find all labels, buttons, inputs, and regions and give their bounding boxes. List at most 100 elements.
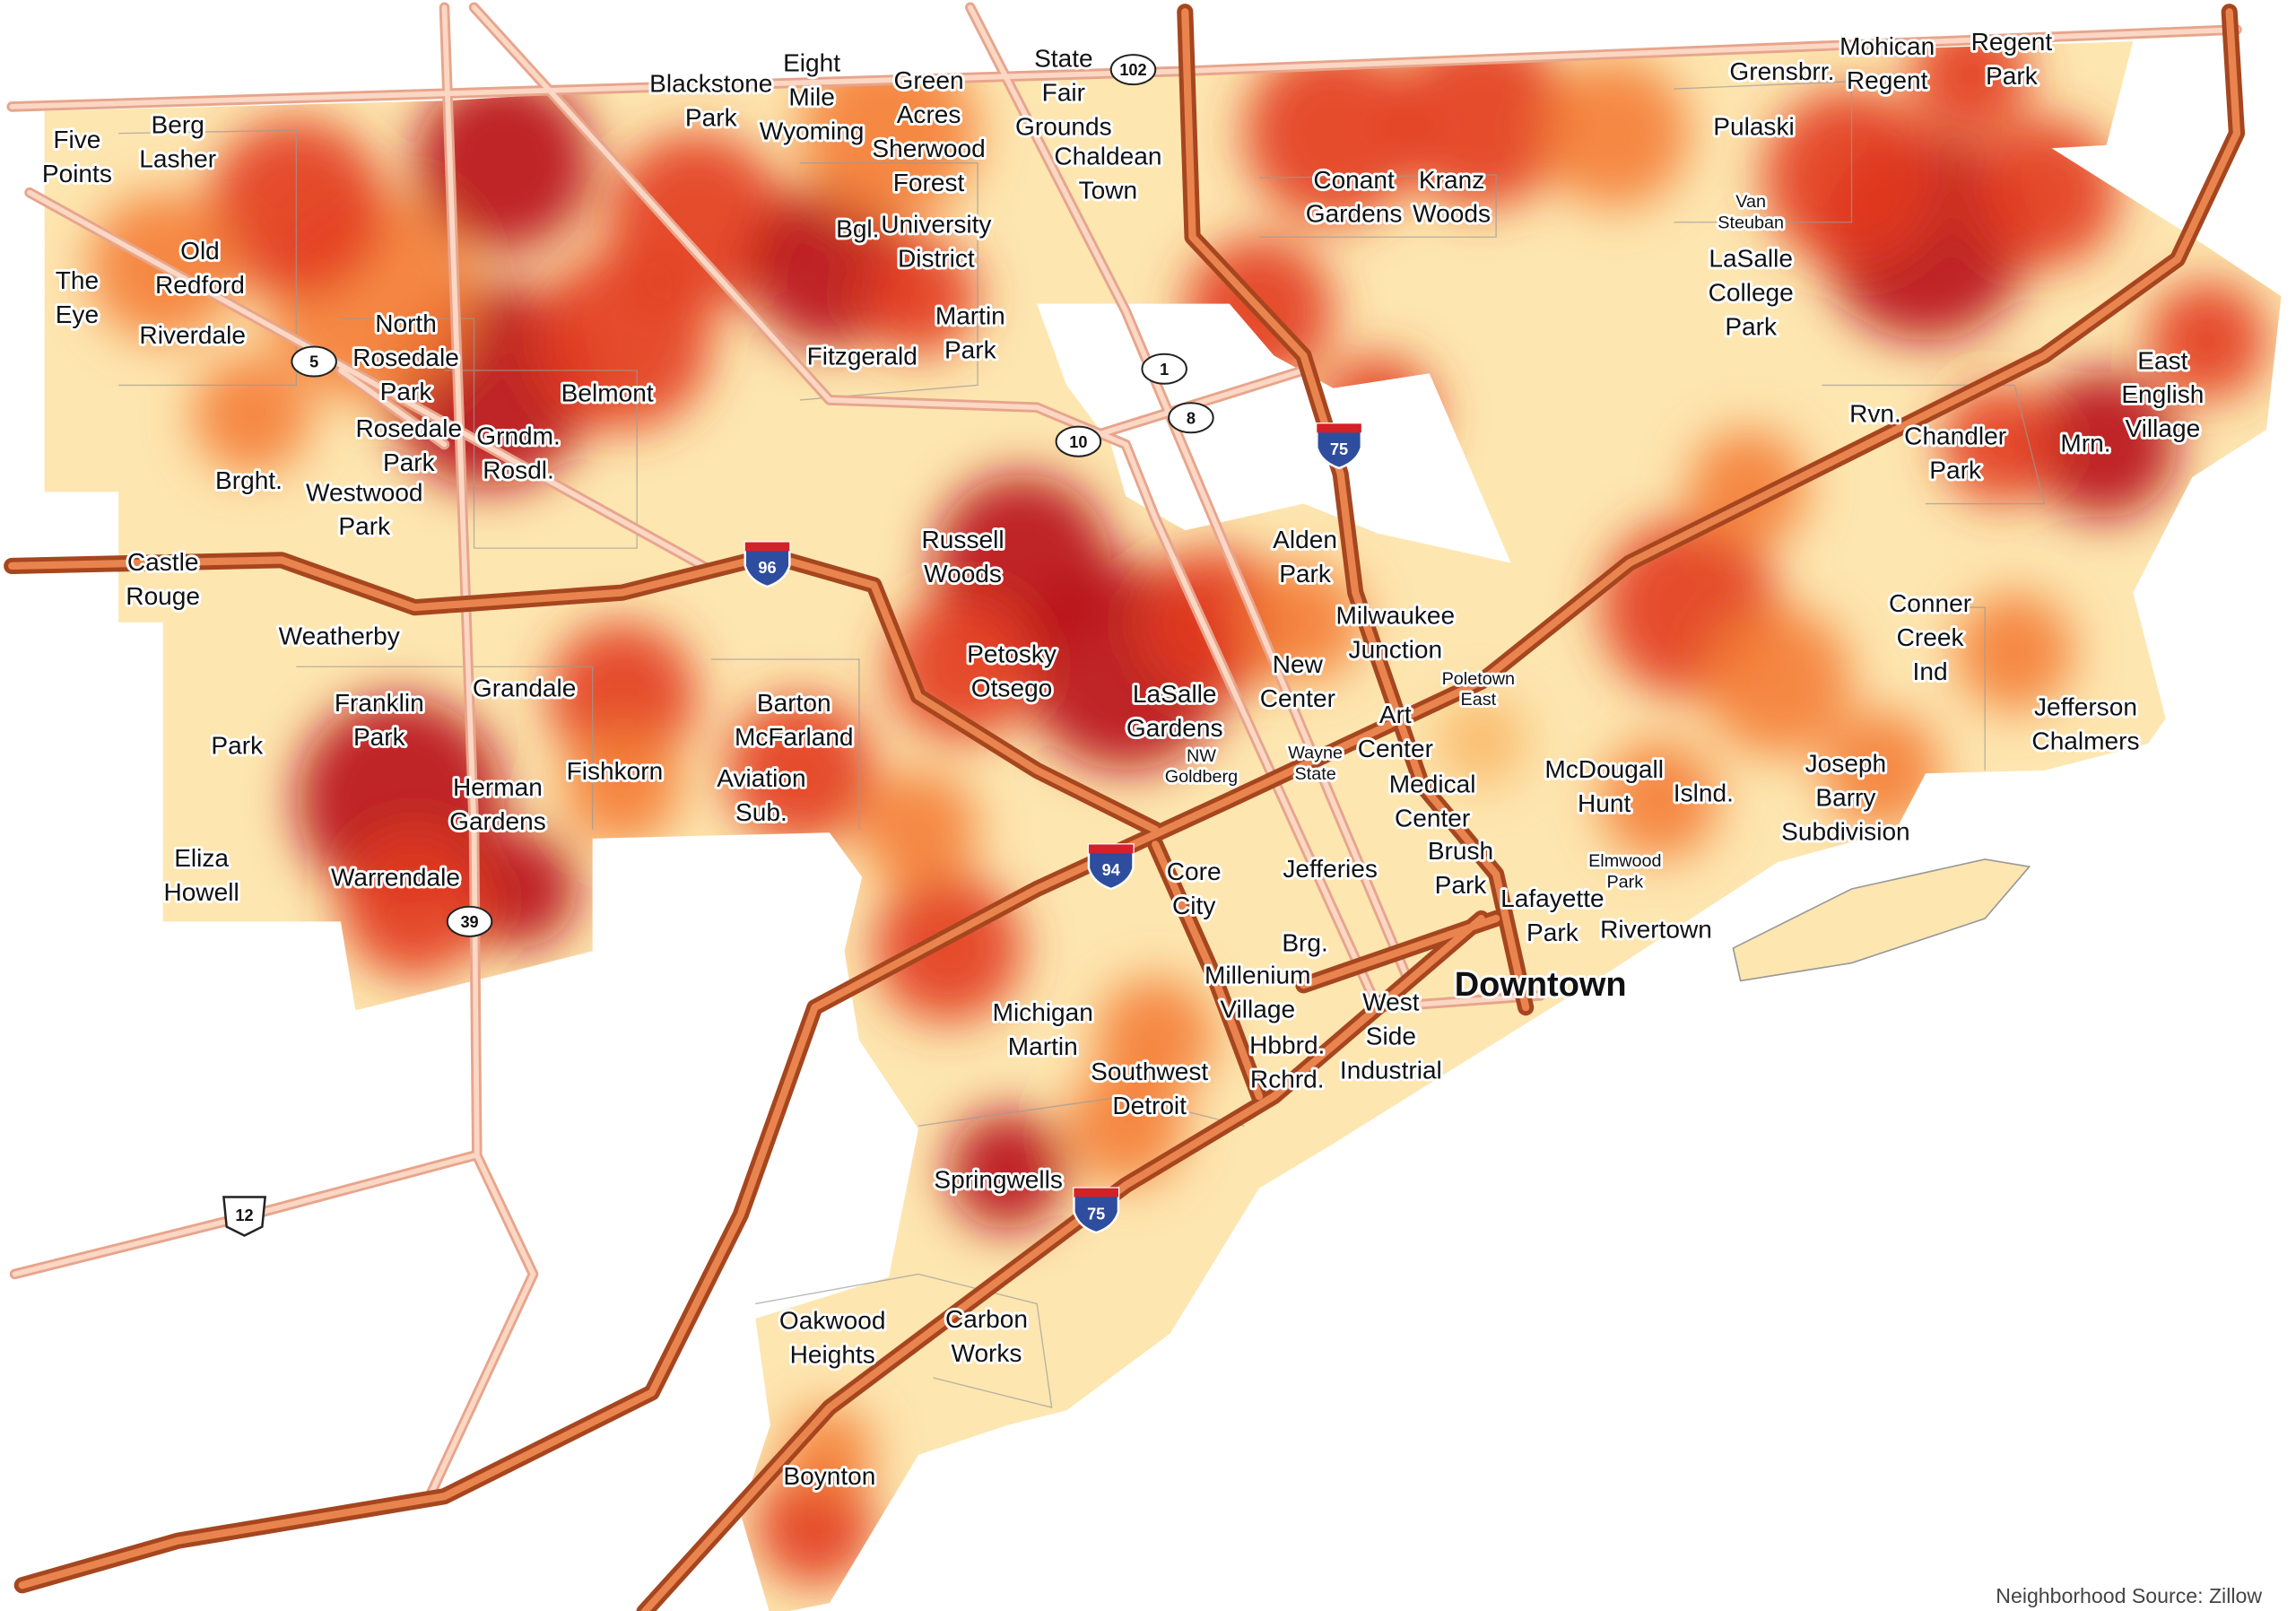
route-shield — [1141, 353, 1187, 385]
neighborhood-label: Green Acres Sherwood Forest — [872, 66, 985, 196]
label-line: Points — [42, 160, 112, 187]
label-line: Poletown — [1442, 669, 1515, 689]
label-line: Chalmers — [2031, 727, 2139, 755]
label-line: Milwaukee — [1336, 601, 1456, 629]
label-line: Boynton — [783, 1462, 875, 1490]
label-line: Mrn. — [2060, 430, 2110, 457]
label-line: Oakwood — [779, 1307, 886, 1335]
label-line: Pulaski — [1713, 112, 1794, 140]
neighborhood-label: East English Village — [2121, 346, 2204, 442]
label-line: Park — [338, 512, 391, 540]
label-line: Conant — [1313, 166, 1395, 194]
neighborhood-label: Brush Park — [1428, 837, 1493, 899]
neighborhood-label: Riverdale — [139, 321, 246, 349]
neighborhood-label: Bgl. — [836, 214, 879, 242]
label-line: Rvn. — [1849, 400, 1901, 428]
label-line: Park — [1435, 871, 1488, 899]
heat-blob — [948, 1110, 1067, 1230]
neighborhood-label: Springwells — [934, 1166, 1062, 1194]
label-line: Gardens — [1306, 200, 1403, 228]
label-line: Franklin — [335, 689, 424, 717]
label-line: Core — [1167, 858, 1222, 885]
neighborhood-label: Eight Mile Wyoming — [760, 48, 865, 144]
neighborhood-label: Martin Park — [935, 302, 1005, 364]
label-line: NW — [1187, 746, 1216, 766]
heat-blob — [858, 770, 978, 889]
heat-blob — [726, 696, 874, 845]
label-line: Joseph — [1805, 750, 1886, 778]
label-line: Westwood — [306, 478, 423, 506]
label-line: College — [1709, 278, 1794, 306]
neighborhood-label: Jefferson Chalmers — [2031, 693, 2139, 755]
neighborhood-label: Blackstone Park — [649, 69, 772, 131]
heat-blob — [799, 44, 978, 222]
label-line: The — [56, 266, 99, 294]
label-line: Rchrd. — [1250, 1065, 1325, 1093]
label-line: Park — [211, 732, 264, 760]
neighborhood-label: Carbon Works — [945, 1305, 1028, 1367]
label-line: Forest — [893, 169, 965, 196]
neighborhood-label: Rosedale Park — [356, 414, 463, 476]
label-line: West — [1362, 988, 1420, 1015]
neighborhood-label: Poletown East — [1442, 669, 1515, 710]
label-line: Kranz — [1419, 166, 1484, 194]
label-line: Sherwood — [872, 135, 985, 162]
interstate-shield — [1073, 1187, 1120, 1234]
neighborhood-label: University District — [881, 210, 991, 272]
neighborhood-label: Alden Park — [1273, 526, 1337, 588]
interstate-band — [1074, 1188, 1118, 1197]
label-line: Regent — [1847, 66, 1928, 94]
label-line: Heights — [790, 1341, 875, 1369]
neighborhood-label: Milwaukee Junction — [1336, 601, 1456, 663]
label-line: New — [1273, 650, 1324, 678]
boundaries — [118, 81, 2046, 1408]
label-line: LaSalle — [1709, 244, 1793, 272]
label-line: Creek — [1897, 623, 1965, 651]
label-line: Lafayette — [1500, 884, 1604, 912]
route-shield — [1168, 402, 1214, 434]
neighborhood-label: Core City — [1167, 858, 1222, 919]
label-line: Wayne — [1288, 744, 1343, 763]
neighborhood-label: LaSalle Gardens — [1126, 680, 1223, 742]
label-line: LaSalle — [1133, 680, 1217, 708]
label-line: North — [375, 309, 437, 337]
label-line: Goldberg — [1165, 767, 1238, 787]
label-line: Park — [1725, 312, 1778, 340]
neighborhood-label: Conner Creek Ind — [1889, 589, 1971, 685]
label-line: Eye — [56, 300, 99, 328]
label-line: Park — [353, 723, 406, 751]
neighborhood-label: Weatherby — [279, 622, 400, 649]
label-line: Castle — [127, 548, 199, 576]
label-line: Jefferies — [1283, 855, 1378, 883]
heat-blob — [2029, 370, 2178, 519]
neighborhood-label: Van Steuban — [1718, 192, 1784, 232]
neighborhood-label: Mohican Regent — [1839, 32, 1935, 94]
label-line: Park — [685, 103, 738, 131]
label-line: Gardens — [449, 807, 546, 835]
label-line: Brush — [1428, 837, 1493, 865]
neighborhood-label: Grensbrr. — [1729, 57, 1834, 85]
neighborhood-label: LaSalle College Park — [1709, 244, 1794, 340]
label-line: Rivertown — [1600, 915, 1712, 943]
neighborhood-label: Art Center — [1358, 701, 1433, 762]
neighborhood-label: Petosky Otsego — [967, 640, 1057, 701]
interstate-shield — [1087, 843, 1135, 891]
neighborhood-label: Wayne State — [1288, 744, 1343, 784]
label-line: Brg. — [1282, 928, 1327, 956]
label-line: Woods — [924, 560, 1002, 588]
label-line: Works — [951, 1339, 1022, 1367]
label-line: Grandale — [473, 674, 576, 701]
label-line: McDougall — [1544, 755, 1664, 783]
neighborhood-label: Kranz Woods — [1413, 166, 1491, 228]
neighborhood-label: Millenium Village — [1205, 962, 1311, 1023]
heat-blob — [340, 829, 490, 979]
neighborhood-label: Berg Lasher — [139, 111, 216, 173]
neighborhood-label: Russell Woods — [922, 526, 1004, 588]
label-line: Village — [2125, 414, 2200, 442]
label-line: McFarland — [735, 723, 854, 751]
label-line: Center — [1260, 684, 1335, 712]
heat-blob — [607, 133, 786, 311]
label-line: Alden — [1273, 526, 1337, 553]
